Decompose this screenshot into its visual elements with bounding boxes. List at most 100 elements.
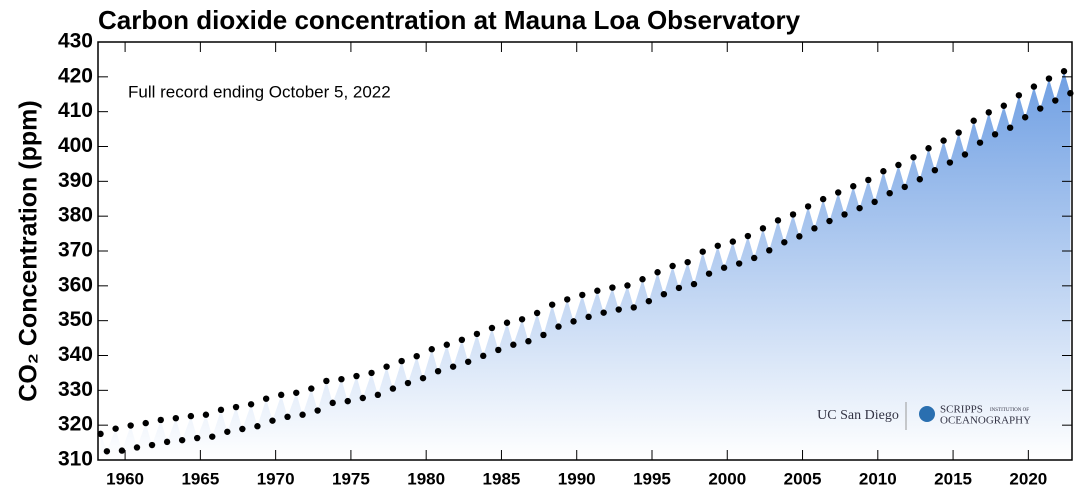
data-point: [118, 447, 126, 454]
data-point: [916, 176, 924, 183]
data-point: [344, 397, 351, 405]
data-point: [585, 313, 592, 321]
y-tick-label: 370: [58, 239, 93, 262]
data-point: [1052, 97, 1059, 104]
data-point: [247, 401, 255, 408]
data-point: [413, 352, 420, 360]
data-point: [654, 269, 661, 276]
data-point: [931, 166, 939, 174]
data-point: [774, 217, 782, 224]
x-tick-label: 1985: [483, 469, 521, 488]
data-point: [856, 204, 863, 212]
data-point: [308, 385, 315, 392]
data-point: [600, 309, 607, 316]
data-point: [217, 406, 225, 414]
data-point: [720, 264, 728, 271]
data-point: [323, 377, 330, 385]
data-point: [886, 189, 893, 197]
data-point: [518, 316, 526, 323]
data-point: [759, 225, 767, 232]
y-axis-label: CO₂ Concentration (ppm): [15, 100, 43, 401]
data-point: [766, 247, 773, 254]
data-point: [368, 369, 375, 377]
data-point: [262, 395, 270, 402]
data-point: [1021, 114, 1029, 121]
data-point: [645, 297, 653, 305]
data-point: [970, 117, 977, 124]
data-point: [1060, 68, 1068, 75]
data-point: [112, 425, 119, 432]
x-tick-label: 2000: [708, 469, 746, 488]
y-tick-label: 350: [58, 308, 93, 331]
x-tick-label: 1965: [181, 469, 219, 488]
data-point: [835, 189, 842, 196]
data-point: [329, 399, 336, 407]
data-point: [178, 436, 186, 444]
data-point: [148, 441, 156, 449]
data-point: [428, 346, 435, 353]
data-point: [359, 394, 367, 402]
data-point: [533, 309, 541, 317]
data-point: [871, 198, 878, 206]
data-point: [819, 195, 827, 203]
data-point: [163, 438, 171, 446]
data-point: [510, 341, 517, 348]
data-point: [729, 238, 737, 245]
data-point: [624, 282, 631, 289]
data-point: [1006, 124, 1014, 131]
data-point: [880, 168, 887, 175]
data-point: [781, 239, 788, 246]
data-point: [751, 254, 758, 262]
data-point: [284, 413, 291, 421]
chart-title: Carbon dioxide concentration at Mauna Lo…: [98, 5, 801, 35]
y-tick-label: 320: [58, 413, 93, 436]
data-point: [157, 416, 164, 424]
data-point: [955, 129, 962, 136]
data-point: [103, 448, 111, 455]
data-point: [609, 284, 616, 291]
x-tick-label: 1990: [558, 469, 596, 488]
data-point: [1037, 105, 1044, 112]
data-point: [97, 430, 104, 438]
y-tick-label: 430: [58, 30, 93, 53]
data-point: [314, 407, 321, 414]
data-point: [202, 411, 210, 418]
data-point: [548, 301, 556, 308]
data-point: [187, 412, 195, 420]
y-tick-label: 360: [58, 273, 93, 296]
x-tick-label: 2015: [934, 469, 972, 488]
data-point: [224, 428, 231, 435]
data-point: [570, 318, 577, 325]
data-point: [669, 262, 676, 270]
data-point: [232, 403, 240, 411]
data-point: [811, 225, 818, 232]
data-point: [374, 391, 382, 399]
data-point: [735, 260, 743, 267]
data-point: [239, 425, 246, 433]
data-point: [254, 423, 261, 430]
data-point: [398, 357, 405, 365]
data-point: [579, 291, 586, 299]
data-point: [269, 417, 276, 424]
data-point: [841, 211, 848, 218]
y-tick-label: 340: [58, 343, 93, 366]
x-tick-label: 2020: [1009, 469, 1047, 488]
data-point: [850, 183, 857, 190]
data-point: [555, 323, 562, 330]
data-point: [540, 331, 547, 339]
data-point: [675, 284, 683, 292]
logo-text: OCEANOGRAPHY: [940, 415, 1031, 427]
data-point: [458, 336, 466, 344]
data-point: [705, 270, 713, 277]
logo-text: INSTITUTION OF: [990, 408, 1029, 413]
x-tick-label: 2010: [859, 469, 897, 488]
data-point: [404, 379, 412, 387]
data-point: [699, 248, 706, 255]
data-point: [714, 242, 721, 249]
data-point: [480, 352, 487, 360]
plot-frame: [97, 41, 1073, 461]
data-point: [690, 280, 698, 288]
x-tick-label: 1975: [332, 469, 370, 488]
